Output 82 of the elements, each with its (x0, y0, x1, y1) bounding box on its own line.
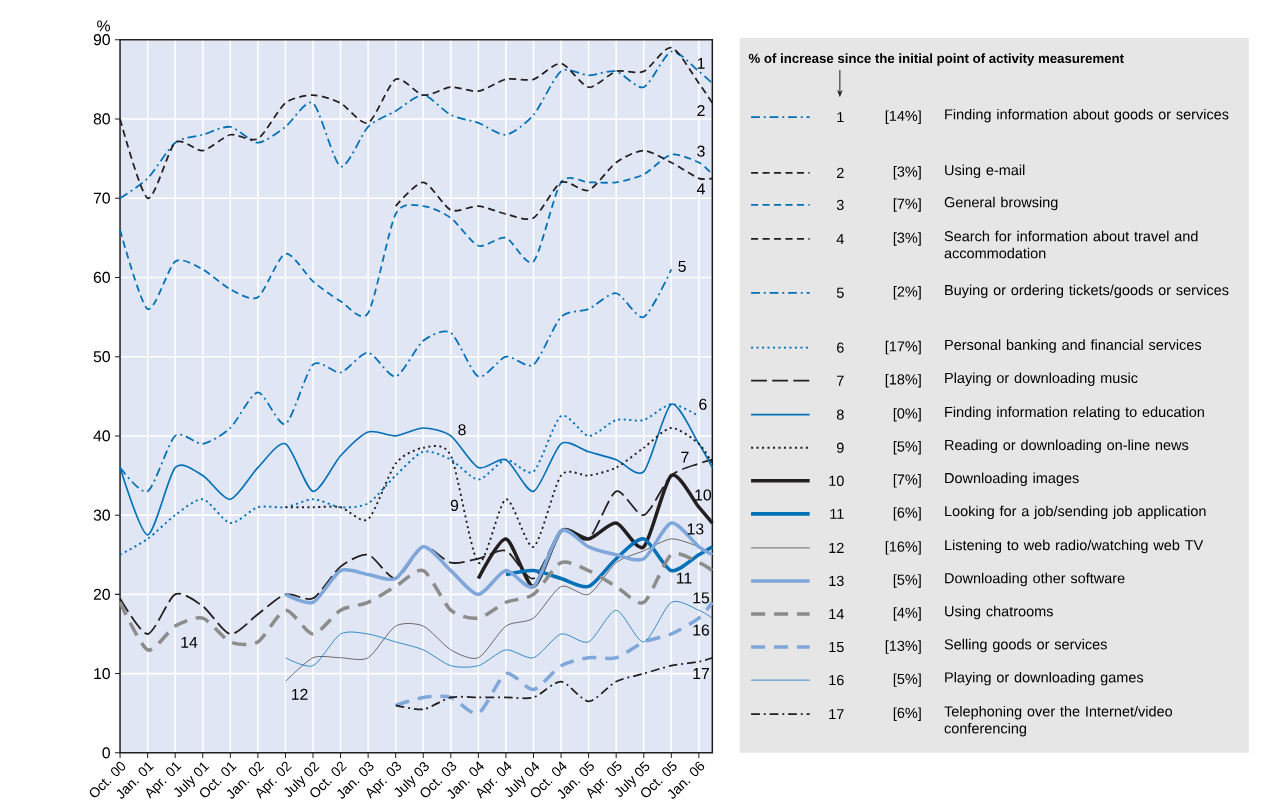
text: 10 (695, 489, 712, 501)
y-tick-label: 0 (102, 747, 110, 759)
text: 2 (697, 104, 705, 116)
legend-label: 3 (836, 199, 844, 210)
text: [14%] (885, 110, 921, 124)
text: [5%] (893, 673, 921, 687)
line-series (283, 521, 715, 605)
y-tick-label: 60 (93, 271, 110, 283)
text: 16 (693, 624, 710, 636)
text: 1 (697, 57, 705, 69)
text: Search for information about travel and accommodation (944, 230, 1198, 259)
line-series (118, 551, 715, 652)
text: Using chatrooms (945, 605, 1053, 620)
text: Using e-mail (945, 164, 1025, 178)
text: [7%] (893, 198, 921, 212)
legend-label: 7 (837, 375, 844, 386)
text: [18%] (885, 373, 921, 388)
text: 13 (687, 523, 704, 535)
text: 14 (181, 636, 198, 648)
text: Reading or downloading on-line news (945, 439, 1189, 453)
legend-label: 13 (829, 575, 844, 586)
text: General browsing (944, 196, 1058, 210)
text: [5%] (893, 573, 921, 588)
text: Finding information about goods or services (945, 108, 1229, 123)
legend-label: 14 (829, 608, 844, 619)
text: 15 (693, 592, 710, 604)
text: Telephoning over the Internet/video conferencing (944, 705, 1173, 737)
text: Looking for a job/sending job application (945, 505, 1206, 519)
text: 7 (681, 451, 689, 463)
legend-label: 8 (836, 409, 844, 420)
legend-label: 10 (829, 475, 844, 486)
text: Playing or downloading games (945, 671, 1144, 686)
text: [6%] (893, 707, 921, 721)
text: 17 (693, 667, 709, 679)
text: 3 (697, 145, 705, 157)
text: [6%] (893, 506, 921, 521)
y-tick-label: 10 (94, 667, 110, 679)
text: [2%] (893, 285, 921, 300)
legend-label: 5 (836, 287, 844, 298)
y-tick-label: 70 (93, 192, 110, 204)
text: [3%] (893, 232, 921, 246)
legend-label: 6 (837, 342, 844, 353)
y-tick-label: 40 (93, 430, 110, 442)
text: [3%] (893, 165, 921, 180)
legend-label: 17 (829, 708, 844, 719)
y-tick-label: 20 (93, 588, 110, 600)
legend-label: 12 (829, 542, 844, 553)
text: [5%] (893, 440, 921, 455)
y-axis-title: % (97, 20, 111, 32)
text: Downloading images (945, 472, 1079, 486)
legend-label: 1 (837, 111, 844, 122)
text: Downloading other software (945, 572, 1125, 586)
legend-label: 2 (837, 167, 844, 178)
text: [7%] (893, 473, 921, 488)
legend-title: % of increase since the initial point of activity measurement (748, 53, 1124, 66)
text: Listening to web radio/watching web TV (945, 539, 1204, 553)
text: Buying or ordering tickets/goods or services (945, 284, 1229, 298)
y-tick-label: 90 (93, 33, 110, 46)
legend-label: 16 (829, 674, 844, 686)
y-tick-label: 80 (93, 113, 110, 125)
text: 5 (678, 260, 686, 272)
y-tick-label: 50 (93, 350, 110, 362)
text: 4 (696, 183, 705, 195)
text: Selling goods or services (944, 638, 1107, 653)
text: Playing or downloading music (945, 372, 1138, 386)
legend-label: 11 (830, 508, 844, 519)
text: 11 (677, 572, 692, 584)
text: [4%] (893, 607, 921, 621)
text: Personal banking and financial services (945, 339, 1202, 353)
text: [0%] (893, 407, 921, 422)
text: 9 (450, 499, 459, 511)
text: [13%] (885, 640, 921, 654)
legend-label: 15 (829, 641, 844, 652)
text: 12 (291, 688, 308, 700)
legend-label: 4 (836, 233, 844, 244)
text: [16%] (885, 540, 921, 555)
text: [17%] (885, 340, 921, 355)
text: 8 (458, 424, 466, 436)
legend-label: 9 (836, 442, 844, 453)
text: Finding information relating to education (945, 406, 1204, 420)
y-tick-label: 30 (93, 509, 110, 521)
text: 6 (699, 398, 707, 410)
